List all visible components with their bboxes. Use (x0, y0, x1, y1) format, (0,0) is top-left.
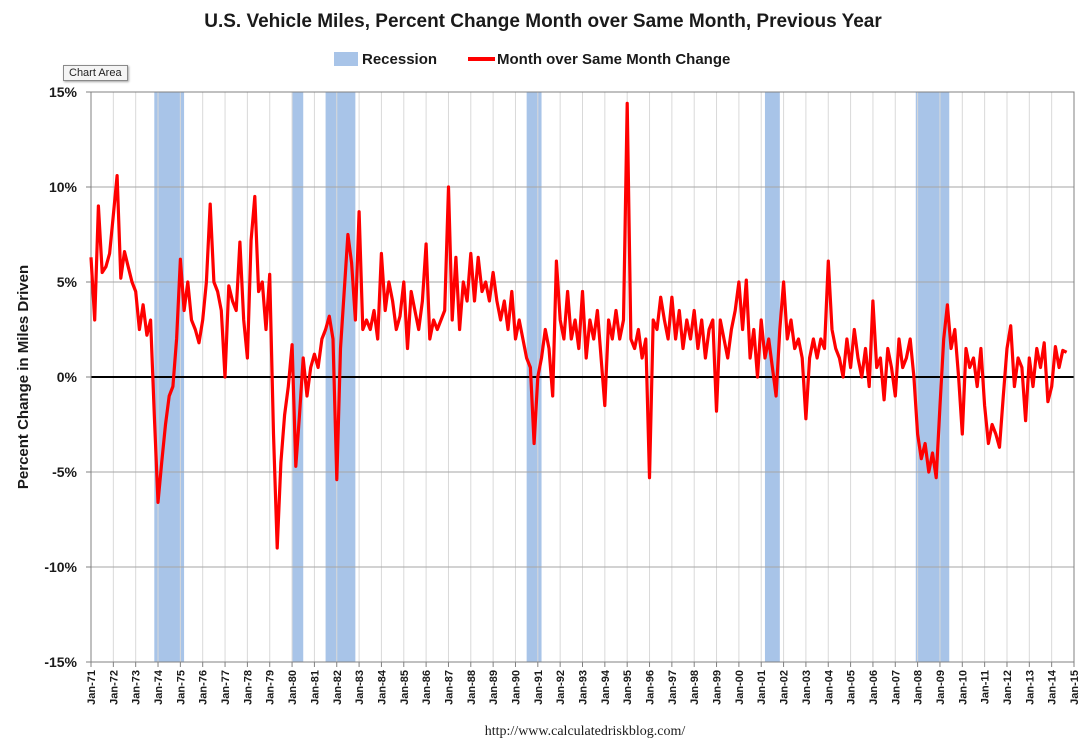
y-tick-label: -5% (52, 464, 77, 480)
x-tick-label: Jan-93 (578, 670, 590, 705)
x-tick-label: Jan-90 (510, 670, 522, 705)
legend-recession-swatch (334, 52, 358, 66)
y-tick-label: 5% (57, 274, 78, 290)
x-tick-label: Jan-71 (86, 670, 98, 705)
y-tick-label: 15% (49, 84, 78, 100)
x-tick-label: Jan-04 (823, 669, 835, 705)
x-tick-label: Jan-86 (421, 670, 433, 705)
x-tick-label: Jan-96 (645, 670, 657, 705)
x-tick-label: Jan-88 (466, 670, 478, 705)
x-tick-label: Jan-11 (980, 670, 992, 704)
x-tick-label: Jan-12 (1002, 670, 1014, 705)
x-axis: Jan-71 Jan-72 Jan-73 Jan-74 Jan-75 Jan-76 Jan-… (86, 662, 1081, 705)
chart-title: U.S. Vehicle Miles, Percent Change Month… (204, 11, 882, 32)
x-tick-label: Jan-77 (220, 670, 232, 705)
x-tick-label: Jan-75 (175, 670, 187, 705)
x-tick-label: Jan-98 (689, 670, 701, 705)
x-tick-label: Jan-72 (108, 670, 120, 705)
y-tick-label: -10% (44, 559, 77, 575)
x-tick-label: Jan-87 (443, 670, 455, 705)
x-tick-label: Jan-01 (756, 670, 768, 705)
x-tick-label: Jan-85 (399, 670, 411, 705)
legend: Recession Month over Same Month Change (334, 51, 730, 68)
x-tick-label: Jan-10 (957, 670, 969, 705)
x-tick-label: Jan-76 (198, 670, 210, 705)
x-tick-label: Jan-94 (600, 669, 612, 705)
x-tick-label: Jan-92 (555, 670, 567, 705)
x-tick-label: Jan-99 (712, 670, 724, 705)
x-tick-label: Jan-05 (846, 670, 858, 705)
x-tick-label: Jan-15 (1069, 670, 1081, 705)
x-tick-label: Jan-79 (265, 670, 277, 705)
x-tick-label: Jan-73 (131, 670, 143, 705)
x-tick-label: Jan-00 (734, 670, 746, 705)
x-tick-label: Jan-78 (242, 670, 254, 705)
x-tick-label: Jan-14 (1047, 669, 1059, 705)
source-url: http://www.calculatedriskblog.com/ (485, 724, 686, 739)
y-tick-label: 0% (57, 369, 78, 385)
x-tick-label: Jan-89 (488, 670, 500, 705)
y-tick-label: -15% (44, 654, 77, 670)
x-tick-label: Jan-80 (287, 670, 299, 705)
x-tick-label: Jan-82 (332, 670, 344, 705)
y-axis: -15% -10% -5% 0% 5% 10% 15% (44, 84, 91, 670)
x-tick-label: Jan-06 (868, 670, 880, 705)
x-tick-label: Jan-83 (354, 670, 366, 705)
x-tick-label: Jan-07 (890, 670, 902, 705)
y-axis-label: Percent Change in Miles Driven (15, 265, 32, 489)
x-tick-label: Jan-03 (801, 670, 813, 705)
chart-area-tooltip: Chart Area (63, 65, 128, 81)
x-tick-label: Jan-97 (667, 670, 679, 705)
x-tick-label: Jan-08 (913, 670, 925, 705)
legend-recession-label: Recession (362, 51, 437, 68)
x-tick-label: Jan-74 (153, 669, 165, 705)
x-tick-label: Jan-84 (376, 669, 388, 705)
x-tick-label: Jan-91 (533, 670, 545, 705)
series-line-group (89, 101, 1068, 550)
x-tick-label: Jan-13 (1024, 670, 1036, 705)
y-tick-label: 10% (49, 179, 78, 195)
series-line-0 (89, 101, 1068, 550)
x-tick-label: Jan-81 (309, 670, 321, 705)
legend-series-label: Month over Same Month Change (497, 51, 730, 68)
x-tick-label: Jan-09 (935, 670, 947, 705)
x-tick-label: Jan-95 (622, 670, 634, 705)
x-tick-label: Jan-02 (779, 670, 791, 705)
